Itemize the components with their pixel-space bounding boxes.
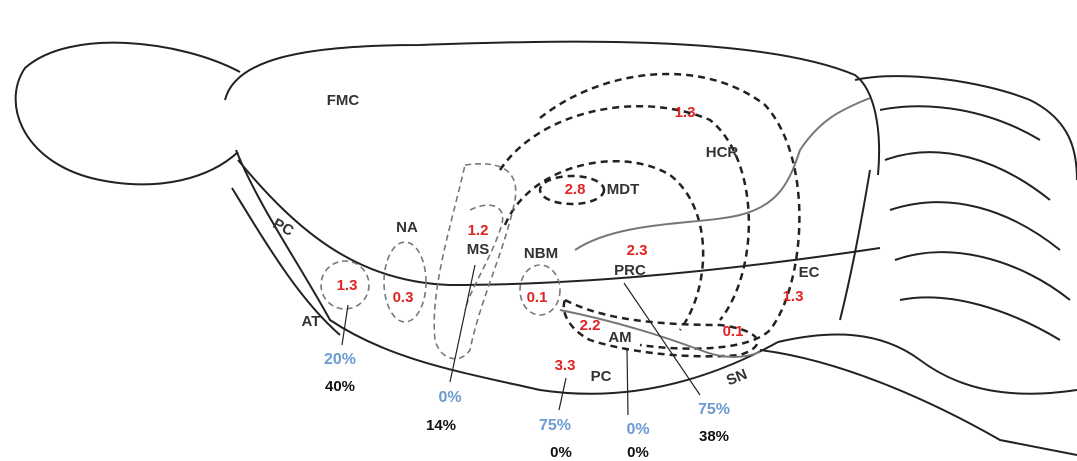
- region-label: HCR: [706, 144, 739, 161]
- blue-percentage: 0%: [626, 421, 649, 438]
- region-value: 3.3: [555, 357, 576, 374]
- region-label: FMC: [327, 92, 360, 109]
- region-value: 0.3: [393, 289, 414, 306]
- brain-diagram: FMCHCRMDTPCNAMSNBMPRCATECAMPCSN1.32.81.2…: [0, 0, 1077, 461]
- blue-percentage: 75%: [539, 417, 571, 434]
- blue-percentage: 0%: [438, 389, 461, 406]
- region-label: MDT: [607, 181, 640, 198]
- region-label: PRC: [614, 262, 646, 279]
- region-label: AT: [302, 313, 321, 330]
- black-percentage: 38%: [699, 428, 729, 445]
- black-percentage: 14%: [426, 417, 456, 434]
- region-value: 1.3: [675, 104, 696, 121]
- region-label: NBM: [524, 245, 558, 262]
- region-label: MS: [467, 241, 490, 258]
- region-value: 1.3: [337, 277, 358, 294]
- blue-percentage: 75%: [698, 401, 730, 418]
- blue-percentage: 20%: [324, 351, 356, 368]
- region-label: EC: [799, 264, 820, 281]
- region-label: SN: [724, 366, 750, 390]
- region-value: 0.1: [723, 323, 744, 340]
- black-percentage: 0%: [550, 444, 572, 461]
- region-value: 2.8: [565, 181, 586, 198]
- region-value: 1.2: [468, 222, 489, 239]
- black-percentage: 40%: [325, 378, 355, 395]
- fiber-tracts: [560, 98, 870, 357]
- region-label: AM: [608, 329, 631, 346]
- black-percentage: 0%: [627, 444, 649, 461]
- pointer-lines: [342, 265, 700, 415]
- region-value: 2.3: [627, 242, 648, 259]
- region-label: NA: [396, 219, 418, 236]
- region-label: PC: [591, 368, 612, 385]
- region-value: 1.3: [783, 288, 804, 305]
- region-value: 2.2: [580, 317, 601, 334]
- region-value: 0.1: [527, 289, 548, 306]
